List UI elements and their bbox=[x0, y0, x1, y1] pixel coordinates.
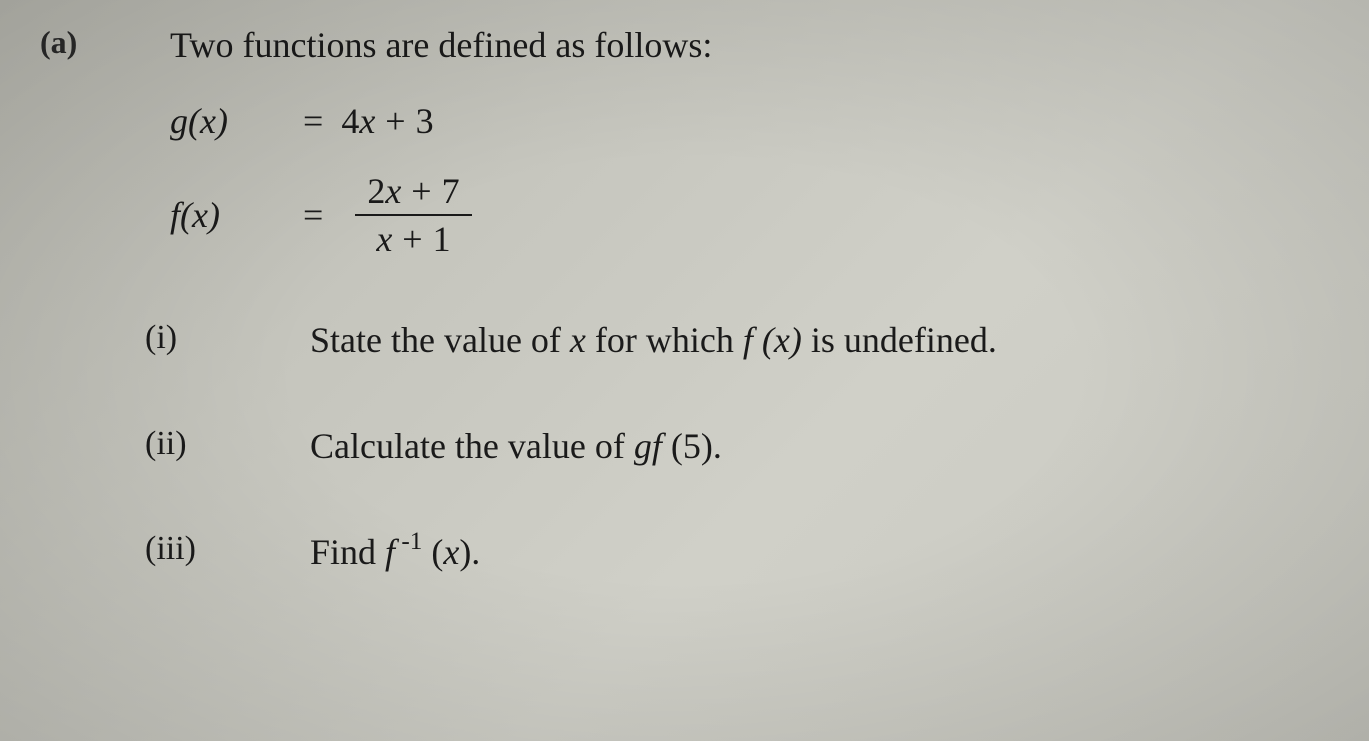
part-header-row: (a) Two functions are defined as follows… bbox=[40, 20, 1329, 70]
i-text-mid: for which bbox=[586, 320, 743, 360]
subpart-iii-label: (iii) bbox=[145, 526, 310, 568]
subpart-ii-label: (ii) bbox=[145, 421, 310, 463]
subpart-i: (i) State the value of x for which f (x)… bbox=[145, 315, 1329, 365]
f-numerator: 2x+7 bbox=[355, 170, 471, 216]
g-fn-name: g bbox=[170, 101, 188, 141]
ii-fn: gf bbox=[634, 426, 662, 466]
iii-exponent: -1 bbox=[395, 528, 422, 555]
i-text-after: is undefined. bbox=[802, 320, 997, 360]
equation-f: f(x) = 2x+7 x+1 bbox=[170, 170, 1329, 260]
iii-text-before: Find bbox=[310, 532, 385, 572]
ii-text-before: Calculate the value of bbox=[310, 426, 634, 466]
i-text-before: State the value of bbox=[310, 320, 570, 360]
i-var: x bbox=[570, 320, 586, 360]
i-fn-arg: (x) bbox=[753, 320, 802, 360]
subpart-i-text: State the value of x for which f (x) is … bbox=[310, 315, 1329, 365]
ii-fn-arg: (5). bbox=[662, 426, 722, 466]
f-fn-name: f bbox=[170, 195, 180, 235]
subpart-ii: (ii) Calculate the value of gf (5). bbox=[145, 421, 1329, 471]
intro-text: Two functions are defined as follows: bbox=[170, 20, 1329, 70]
f-denominator: x+1 bbox=[364, 216, 462, 260]
f-equals: = bbox=[303, 194, 323, 236]
exam-question-page: (a) Two functions are defined as follows… bbox=[0, 0, 1369, 653]
g-equals: = bbox=[303, 100, 323, 142]
equation-g: g(x) = 4x+3 bbox=[170, 100, 1329, 142]
iii-fn-arg: (x). bbox=[422, 532, 480, 572]
subpart-iii-text: Find f -1 (x). bbox=[310, 526, 1329, 577]
g-fn-arg: (x) bbox=[188, 101, 228, 141]
f-fn-arg: (x) bbox=[180, 195, 220, 235]
g-lhs: g(x) bbox=[170, 100, 285, 142]
subpart-ii-text: Calculate the value of gf (5). bbox=[310, 421, 1329, 471]
subpart-i-label: (i) bbox=[145, 315, 310, 357]
subparts-container: (i) State the value of x for which f (x)… bbox=[40, 315, 1329, 577]
f-lhs: f(x) bbox=[170, 194, 285, 236]
part-label: (a) bbox=[40, 20, 170, 61]
iii-fn: f bbox=[385, 532, 395, 572]
f-fraction: 2x+7 x+1 bbox=[355, 170, 471, 260]
g-rhs: 4x+3 bbox=[341, 100, 433, 142]
i-fn: f bbox=[743, 320, 753, 360]
subpart-iii: (iii) Find f -1 (x). bbox=[145, 526, 1329, 577]
